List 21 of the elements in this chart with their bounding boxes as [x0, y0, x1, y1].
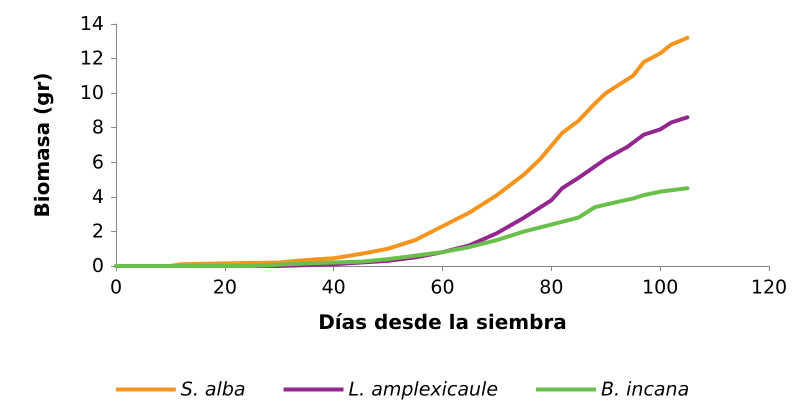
x-tick-label: 120	[750, 276, 788, 298]
y-tick-label: 14	[80, 13, 104, 35]
x-tick-label: 60	[430, 276, 455, 298]
y-tick-label: 4	[92, 186, 104, 208]
legend-label: S. alba	[180, 378, 246, 400]
x-axis-title: Días desde la siembra	[318, 310, 567, 334]
y-tick-label: 8	[92, 116, 104, 139]
x-tick-label: 0	[110, 276, 122, 298]
legend-label: B. incana	[601, 378, 690, 400]
legend-label: L. amplexicaule	[348, 378, 498, 400]
y-tick-label: 0	[92, 255, 104, 277]
x-tick-label: 80	[539, 276, 564, 298]
y-tick-label: 10	[80, 82, 104, 104]
y-tick-label: 2	[92, 220, 104, 242]
y-axis-title: Biomasa (gr)	[30, 72, 54, 218]
y-tick-label: 12	[80, 48, 104, 70]
line-series	[114, 186, 690, 268]
x-tick-label: 20	[212, 276, 237, 298]
x-tick-label: 100	[642, 276, 678, 298]
y-tick-label: 6	[92, 151, 104, 174]
x-tick-label: 40	[322, 276, 346, 298]
